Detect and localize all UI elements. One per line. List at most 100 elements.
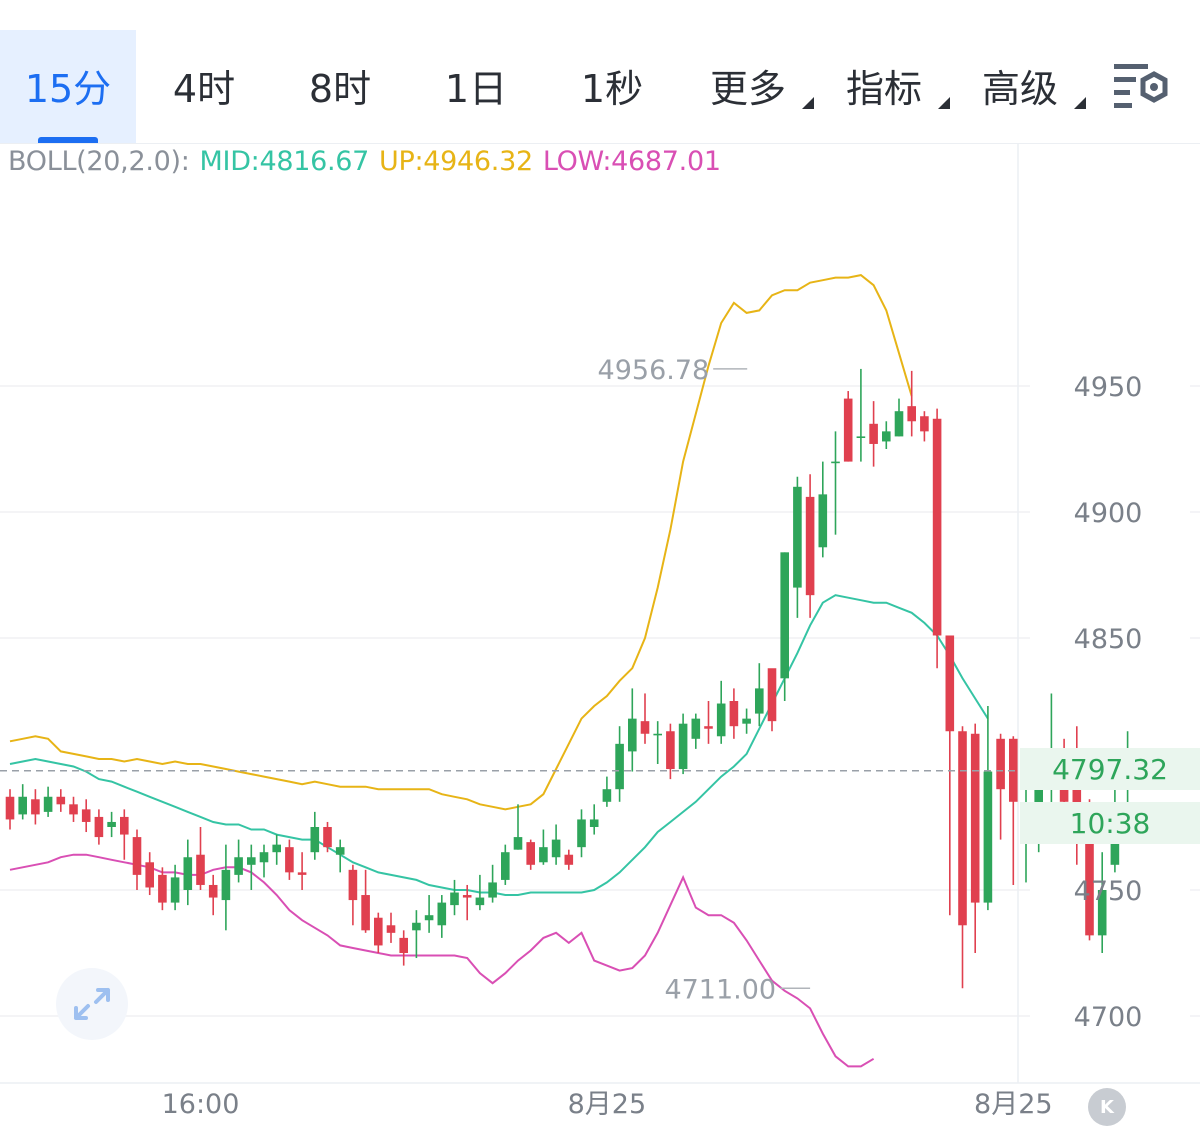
chart-settings-icon[interactable] [1112,60,1172,112]
candle-body [932,418,942,636]
tab-label: 15分 [24,67,112,111]
candle-body [18,796,27,815]
tab-4[interactable]: 1秒 [544,30,680,143]
candle-body [666,731,675,770]
candle-body [856,436,866,438]
x-tick-label: 16:00 [162,1089,240,1120]
candle-body [272,844,281,853]
tab-label: 8时 [308,67,372,111]
candle-body [132,837,142,875]
tab-label: 更多 [709,67,786,111]
tab-label: 1秒 [580,67,644,111]
candle-body [1097,890,1107,936]
x-tick-label: 8月25 [974,1089,1053,1120]
candle-body [107,821,116,827]
candle-body [691,718,701,739]
candle-body [5,796,15,820]
boll-legend-up: UP:4946.32 [379,146,533,177]
candle-body [640,721,650,734]
candle-body [805,496,815,596]
y-tick-label: 4700 [1074,1002,1143,1033]
candle-body [208,884,218,898]
boll-legend-mid: MID:4816.67 [199,146,370,177]
tab-1[interactable]: 4时 [136,30,272,143]
candle-body [793,486,802,588]
tab-label: 1日 [444,67,508,111]
candle-body [183,857,193,890]
boll-upper-band [9,274,913,811]
candle-body [196,854,205,885]
boll-mid-band [9,594,989,896]
tab-label: 指标 [845,67,922,111]
candle-body [462,895,472,898]
tab-6[interactable]: 指标 [816,30,952,143]
candle-body [755,688,764,714]
dropdown-corner-icon [938,97,950,109]
candle-body [348,869,358,901]
candle-countdown-badge: 10:38 [1020,802,1200,844]
candle-body [56,796,66,805]
candle-body [247,857,256,865]
candle-body [767,668,777,722]
candle-body [412,922,421,931]
tab-5[interactable]: 更多 [680,30,816,143]
tab-3[interactable]: 1日 [408,30,544,143]
boll-legend: BOLL(20,2.0): MID:4816.67 UP:4946.32 LOW:46… [8,146,731,177]
candle-body [970,733,980,903]
candle-body [424,915,434,921]
min-price-label: 4711.00 [664,974,776,1005]
candle-body [259,852,269,863]
tab-0[interactable]: 15分 [0,30,136,143]
candle-body [81,809,91,822]
candlestick-chart[interactable]: 4950 4900 4850 4750 4700 16:00 8月25 8月25 4956.78… [0,143,1200,1129]
expand-chart-button[interactable] [56,968,128,1040]
candle-body [742,718,751,724]
candle-body [704,726,713,729]
candle-body [31,799,40,815]
y-tick-label: 4750 [1074,876,1143,907]
max-price-label: 4956.78 [598,355,710,386]
candle-body [818,494,828,548]
candle-body [399,937,408,953]
candle-body [475,897,485,906]
boll-legend-low: LOW:4687.01 [542,146,721,177]
candle-body [907,406,916,422]
candle-body [450,892,459,906]
candle-body [43,796,53,812]
candle-body [437,902,447,926]
candle-body [577,819,586,848]
candle-body [894,411,904,437]
candle-body [513,837,523,850]
candle-body [628,718,637,752]
candle-body [69,804,78,815]
candle-body [716,703,726,737]
tab-2[interactable]: 8时 [272,30,408,143]
candle-body [653,733,662,736]
candle-body [120,816,129,835]
candle-body [602,789,612,802]
candle-body [843,398,853,462]
candle-body [335,847,345,855]
tab-label: 4时 [172,67,236,111]
candle-body [501,852,510,880]
y-tick-label: 4900 [1074,498,1143,529]
candle-body [996,738,1005,790]
candle-body [831,461,840,464]
candle-body [158,874,167,903]
candle-body [983,771,993,903]
expand-arrows-icon [74,988,110,1020]
candle-body [945,635,955,732]
tab-7[interactable]: 高级 [952,30,1088,143]
candle-body [729,701,739,727]
candle-body [551,839,561,858]
candle-body [1034,776,1043,807]
boll-lower-band [9,853,875,1068]
y-tick-label: 4850 [1074,624,1143,655]
candle-body [526,842,535,865]
candle-body [361,895,370,931]
candle-body [869,423,878,444]
k-circle-icon[interactable]: K [1088,1088,1126,1126]
candle-body [297,872,307,875]
candle-body [780,552,789,679]
candle-body [234,857,243,875]
